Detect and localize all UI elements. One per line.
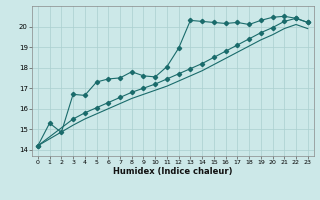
X-axis label: Humidex (Indice chaleur): Humidex (Indice chaleur)	[113, 167, 233, 176]
